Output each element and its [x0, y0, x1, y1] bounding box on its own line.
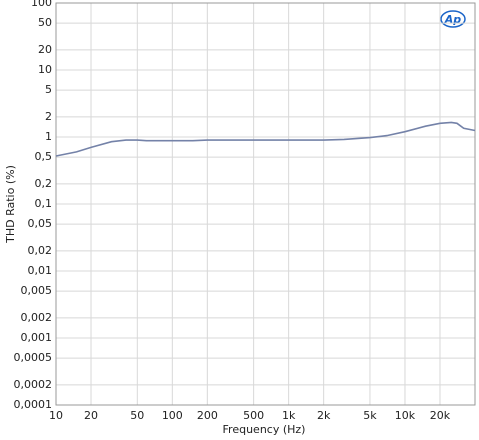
y-axis-label: THD Ratio (%): [4, 165, 17, 244]
y-tick-label: 5: [45, 83, 52, 96]
x-tick-label: 100: [162, 409, 183, 422]
logo-ring: [440, 10, 466, 28]
y-tick-label: 0,0001: [14, 398, 53, 411]
y-tick-label: 50: [38, 16, 52, 29]
x-tick-label: 1k: [282, 409, 296, 422]
y-tick-label: 0,05: [28, 217, 53, 230]
y-tick-label: 0,01: [28, 264, 53, 277]
x-tick-label: 5k: [363, 409, 377, 422]
y-tick-label: 0,005: [21, 284, 53, 297]
x-tick-label: 20k: [430, 409, 451, 422]
y-tick-label: 100: [31, 0, 52, 9]
x-tick-label: 200: [197, 409, 218, 422]
y-tick-label: 20: [38, 43, 52, 56]
y-tick-label: 0,002: [21, 311, 53, 324]
x-tick-label: 2k: [317, 409, 331, 422]
x-tick-label: 50: [130, 409, 144, 422]
x-tick-label: 500: [243, 409, 264, 422]
y-tick-label: 0,02: [28, 244, 53, 257]
data-line: [55, 121, 476, 157]
x-tick-label: 20: [84, 409, 98, 422]
y-tick-label: 0,1: [35, 197, 53, 210]
y-tick-label: 1: [45, 130, 52, 143]
plot-frame: [55, 2, 476, 406]
y-tick-label: 0,0002: [14, 378, 53, 391]
x-tick-label: 10: [49, 409, 63, 422]
y-tick-label: 10: [38, 63, 52, 76]
y-tick-label: 2: [45, 110, 52, 123]
logo: Ap: [444, 13, 462, 26]
x-axis-label: Frequency (Hz): [223, 423, 306, 436]
y-tick-label: 0,2: [35, 177, 53, 190]
y-tick-label: 0,5: [35, 150, 53, 163]
x-tick-label: 10k: [395, 409, 416, 422]
y-tick-label: 0,0005: [14, 351, 53, 364]
y-tick-label: 0,001: [21, 331, 53, 344]
